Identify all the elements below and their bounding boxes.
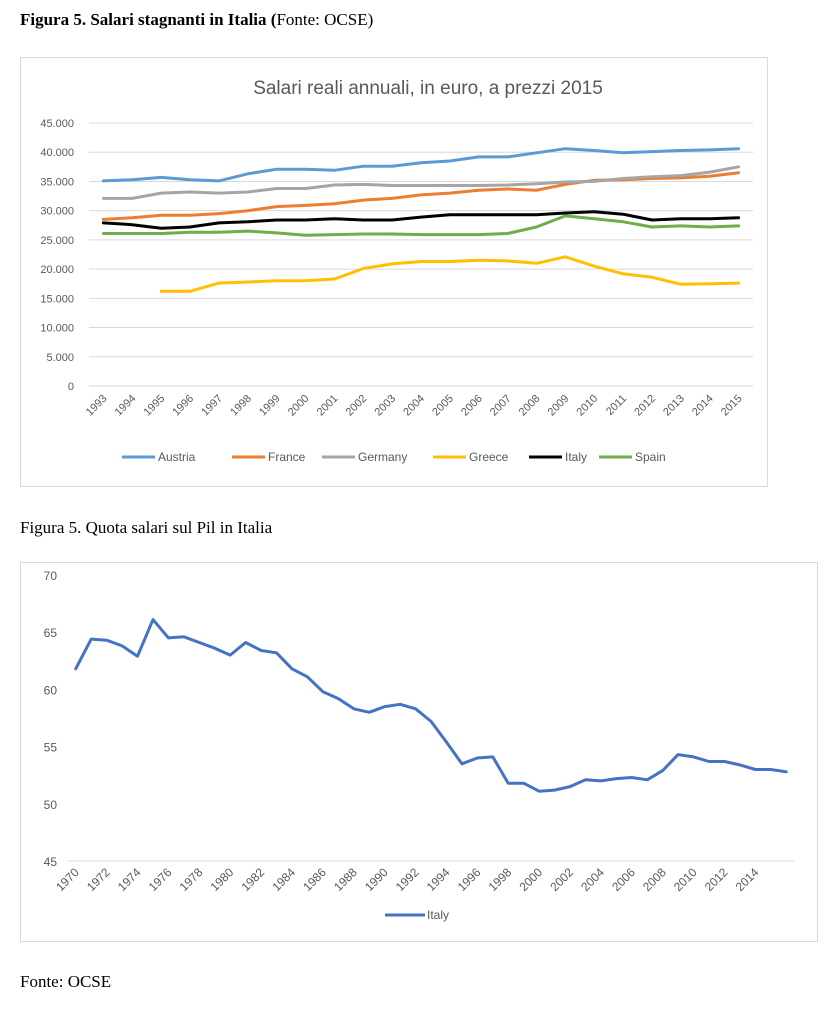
x-tick-label: 1982	[238, 865, 267, 894]
source-note: Fonte: OCSE	[20, 972, 112, 991]
x-tick-label: 2005	[430, 393, 456, 419]
x-tick-label: 1995	[141, 393, 167, 419]
figure-caption-1-source: Fonte: OCSE)	[276, 10, 374, 29]
x-tick-label: 1998	[228, 393, 254, 419]
legend-label: Italy	[565, 450, 587, 464]
x-tick-label: 1978	[177, 865, 206, 894]
series-line-italy	[74, 618, 788, 793]
y-tick-label: 0	[68, 381, 74, 393]
series-line-spain	[101, 214, 741, 237]
wages-chart: Salari reali annuali, in euro, a prezzi …	[20, 57, 768, 487]
figure-caption-1: Figura 5. Salari stagnanti in Italia (Fo…	[20, 10, 373, 30]
figure-caption-2: Figura 5. Quota salari sul Pil in Italia	[20, 518, 273, 537]
x-tick-label: 2004	[401, 393, 427, 419]
x-tick-label: 1984	[269, 865, 298, 894]
series-line-austria	[101, 147, 741, 183]
series-line-greece	[159, 255, 741, 293]
y-tick-label: 50	[44, 798, 58, 812]
x-tick-label: 2004	[578, 865, 607, 894]
x-tick-label: 1974	[115, 865, 144, 894]
x-tick-label: 2000	[516, 865, 545, 894]
x-tick-label: 1986	[300, 865, 329, 894]
y-tick-label: 65	[44, 626, 58, 640]
x-tick-label: 2009	[546, 393, 572, 419]
x-tick-label: 1970	[53, 865, 82, 894]
y-tick-label: 55	[44, 741, 58, 755]
figure-caption-1-bold: Figura 5. Salari stagnanti in Italia (	[20, 10, 277, 29]
y-tick-label: 10.000	[40, 323, 74, 335]
chart-title: Salari reali annuali, in euro, a prezzi …	[253, 78, 603, 99]
y-tick-label: 35.000	[40, 176, 74, 188]
x-tick-label: 1994	[113, 393, 139, 419]
x-tick-label: 1990	[362, 865, 391, 894]
y-tick-label: 60	[44, 683, 58, 697]
x-tick-label: 2002	[547, 865, 576, 894]
y-tick-label: 5.000	[46, 352, 74, 364]
x-tick-label: 1999	[257, 393, 283, 419]
y-tick-label: 40.000	[40, 147, 74, 159]
wages-chart-svg: Salari reali annuali, in euro, a prezzi …	[40, 78, 753, 464]
x-tick-label: 2012	[702, 865, 731, 894]
legend-label: Greece	[469, 450, 509, 464]
x-tick-label: 1994	[424, 865, 453, 894]
x-tick-label: 1988	[331, 865, 360, 894]
legend-label: France	[268, 450, 306, 464]
x-tick-label: 2007	[488, 393, 514, 419]
y-tick-label: 45.000	[40, 118, 74, 130]
x-tick-label: 2013	[661, 393, 687, 419]
y-tick-label: 15.000	[40, 293, 74, 305]
series-line-germany	[101, 165, 741, 200]
x-tick-label: 2000	[286, 393, 312, 419]
x-tick-label: 1998	[486, 865, 515, 894]
x-tick-label: 2003	[372, 393, 398, 419]
x-tick-label: 2014	[690, 393, 716, 419]
x-tick-label: 1980	[208, 865, 237, 894]
x-tick-label: 2001	[315, 393, 341, 419]
x-tick-label: 2011	[604, 393, 629, 418]
x-tick-label: 1996	[170, 393, 196, 419]
y-tick-label: 30.000	[40, 206, 74, 218]
x-tick-label: 1972	[84, 865, 113, 894]
legend-label: Germany	[358, 450, 407, 464]
x-tick-label: 2010	[575, 393, 601, 419]
x-tick-label: 2006	[609, 865, 638, 894]
x-tick-label: 2015	[719, 393, 745, 419]
legend-label: Italy	[427, 908, 449, 922]
x-tick-label: 2008	[640, 865, 669, 894]
wage-share-chart: 45 50 55 60 65 70 1970 1972 1974 1976 1978 1980 1982…	[20, 562, 818, 942]
x-tick-label: 2008	[517, 393, 543, 419]
legend-label: Spain	[635, 450, 666, 464]
x-tick-label: 1997	[199, 393, 225, 419]
y-tick-label: 45	[44, 855, 58, 869]
x-tick-label: 2012	[632, 393, 658, 419]
x-tick-label: 1996	[455, 865, 484, 894]
x-tick-label: 1992	[393, 865, 422, 894]
y-tick-label: 20.000	[40, 264, 74, 276]
x-tick-label: 2010	[671, 865, 700, 894]
y-tick-label: 70	[44, 569, 58, 583]
y-tick-label: 25.000	[40, 235, 74, 247]
wage-share-chart-svg: 45 50 55 60 65 70 1970 1972 1974 1976 1978 1980 1982…	[44, 569, 794, 922]
x-tick-label: 2002	[344, 393, 370, 419]
x-tick-label: 1976	[146, 865, 175, 894]
x-tick-label: 2006	[459, 393, 485, 419]
series-line-italy	[101, 210, 741, 230]
legend-label: Austria	[158, 450, 196, 464]
x-tick-label: 2014	[733, 865, 762, 894]
x-tick-label: 1993	[84, 393, 110, 419]
